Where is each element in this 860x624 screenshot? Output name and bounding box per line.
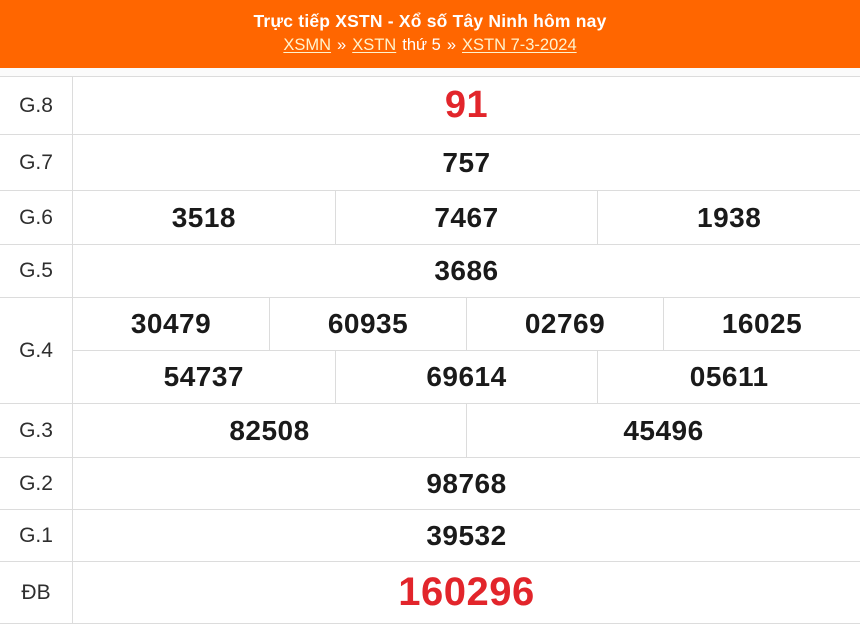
prize-number-g3-1-2: 45496 bbox=[623, 414, 704, 446]
prize-row-g8: G.8 91 bbox=[0, 77, 860, 135]
prize-label-g2: G.2 bbox=[0, 458, 73, 509]
prize-number-cell-g1-1-1: 39532 bbox=[73, 510, 860, 561]
prize-number-cell-g3-1-2: 45496 bbox=[466, 404, 860, 457]
prize-number-cell-g4-1-3: 02769 bbox=[466, 298, 663, 350]
page-header: Trực tiếp XSTN - Xổ số Tây Ninh hôm nay … bbox=[0, 0, 860, 68]
prize-number-cell-db-1-1: 160296 bbox=[73, 562, 860, 623]
prize-number-cell-g3-1-1: 82508 bbox=[73, 404, 466, 457]
prize-number-cell-g4-2-2: 69614 bbox=[334, 351, 598, 403]
prize-row-db: ĐB 160296 bbox=[0, 562, 860, 624]
prize-label-g4: G.4 bbox=[0, 298, 73, 403]
prize-number-cell-g7-1-1: 757 bbox=[73, 135, 860, 190]
prize-label-g5: G.5 bbox=[0, 245, 73, 297]
prize-row-g5: G.5 3686 bbox=[0, 245, 860, 298]
breadcrumb: XSMN » XSTN thứ 5 » XSTN 7-3-2024 bbox=[0, 36, 860, 55]
prize-label-db: ĐB bbox=[0, 562, 73, 623]
prize-number-cell-g6-1-3: 1938 bbox=[597, 191, 860, 244]
prize-number-g4-2-3: 05611 bbox=[689, 361, 769, 392]
results-table: G.8 91 G.7 757 G.6 3518 7467 1938 G.5 3686 G.4 3047… bbox=[0, 76, 860, 624]
prize-number-cell-g4-2-3: 05611 bbox=[597, 351, 860, 403]
prize-number-cell-g6-1-1: 3518 bbox=[73, 191, 335, 244]
prize-number-g1-1-1: 39532 bbox=[426, 519, 507, 551]
prize-number-g8-1-1: 91 bbox=[444, 84, 489, 126]
prize-label-g3: G.3 bbox=[0, 404, 73, 457]
prize-label-g1: G.1 bbox=[0, 510, 73, 561]
prize-number-g4-2-2: 69614 bbox=[426, 361, 507, 392]
prize-number-cell-g5-1-1: 3686 bbox=[73, 245, 860, 297]
prize-label-g7: G.7 bbox=[0, 135, 73, 190]
prize-number-g6-1-3: 1938 bbox=[697, 201, 762, 233]
prize-number-db-1-1: 160296 bbox=[398, 570, 535, 614]
prize-number-g3-1-1: 82508 bbox=[229, 414, 310, 446]
breadcrumb-link-xstn-7-3-2024[interactable]: XSTN 7-3-2024 bbox=[462, 36, 577, 54]
prize-row-g6: G.6 3518 7467 1938 bbox=[0, 191, 860, 245]
prize-label-g6: G.6 bbox=[0, 191, 73, 244]
prize-number-g7-1-1: 757 bbox=[442, 146, 491, 178]
prize-number-g4-1-3: 02769 bbox=[524, 308, 606, 339]
prize-number-g6-1-1: 3518 bbox=[171, 201, 236, 233]
breadcrumb-link-xstn[interactable]: XSTN bbox=[352, 36, 397, 54]
header-divider bbox=[0, 68, 860, 76]
prize-number-cell-g4-1-4: 16025 bbox=[663, 298, 860, 350]
prize-number-cell-g6-1-2: 7467 bbox=[334, 191, 598, 244]
prize-number-g2-1-1: 98768 bbox=[426, 467, 507, 499]
prize-number-g4-1-2: 60935 bbox=[327, 308, 409, 339]
prize-row-g7: G.7 757 bbox=[0, 135, 860, 191]
prize-number-g6-1-2: 7467 bbox=[434, 201, 499, 233]
prize-number-cell-g4-2-1: 54737 bbox=[73, 351, 335, 403]
prize-row-g1: G.1 39532 bbox=[0, 510, 860, 562]
prize-number-cell-g2-1-1: 98768 bbox=[73, 458, 860, 509]
prize-row-g4: G.4 30479 60935 02769 16025 54737 69614 05611 bbox=[0, 298, 860, 404]
prize-number-cell-g4-1-2: 60935 bbox=[269, 298, 466, 350]
prize-number-cell-g4-1-1: 30479 bbox=[73, 298, 269, 350]
breadcrumb-separator: » bbox=[337, 36, 347, 54]
prize-row-g2: G.2 98768 bbox=[0, 458, 860, 510]
prize-number-g4-1-4: 16025 bbox=[721, 308, 803, 339]
page-title: Trực tiếp XSTN - Xổ số Tây Ninh hôm nay bbox=[253, 11, 607, 31]
prize-label-g8: G.8 bbox=[0, 77, 73, 134]
breadcrumb-separator: » bbox=[446, 36, 456, 54]
prize-number-cell-g8-1-1: 91 bbox=[73, 77, 860, 134]
breadcrumb-text: thứ 5 bbox=[402, 36, 441, 54]
prize-number-g4-1-1: 30479 bbox=[130, 308, 212, 339]
breadcrumb-link-xsmn[interactable]: XSMN bbox=[283, 36, 332, 54]
prize-row-g3: G.3 82508 45496 bbox=[0, 404, 860, 458]
prize-number-g4-2-1: 54737 bbox=[163, 361, 245, 392]
prize-number-g5-1-1: 3686 bbox=[434, 255, 499, 286]
